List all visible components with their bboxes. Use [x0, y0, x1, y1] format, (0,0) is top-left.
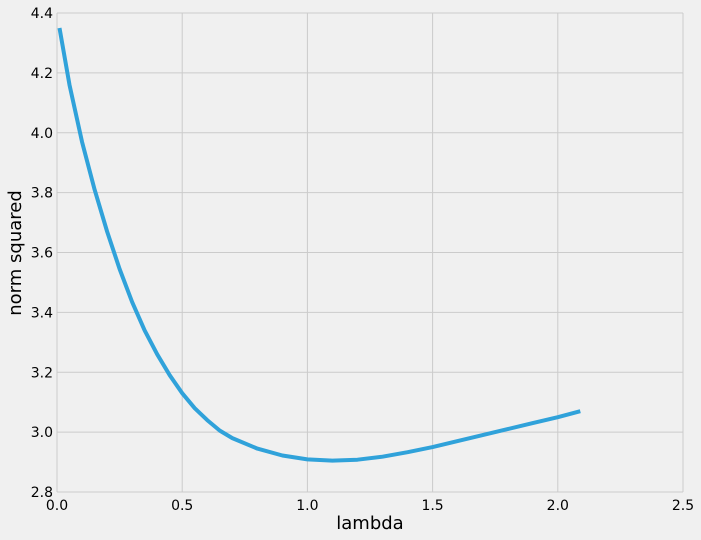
- y-axis-label: norm squared: [5, 190, 26, 316]
- y-tick-label: 3.8: [31, 186, 53, 202]
- x-tick-label: 0.0: [46, 498, 68, 514]
- grid-lines: [56, 12, 684, 493]
- y-tick-label: 3.4: [31, 305, 53, 321]
- x-tick-label: 0.5: [171, 498, 193, 514]
- x-tick-label: 1.0: [296, 498, 318, 514]
- tick-labels: 0.0 0.5 1.0 1.5 2.0 2.5 2.8 3.0 3.2 3.4 3.6 3.8 4.0 4…: [31, 6, 694, 514]
- y-tick-label: 4.4: [31, 6, 53, 22]
- y-tick-label: 4.2: [31, 66, 53, 82]
- y-tick-label: 4.0: [31, 126, 53, 142]
- y-tick-label: 3.2: [31, 365, 53, 381]
- y-tick-label: 3.6: [31, 246, 53, 262]
- x-tick-label: 1.5: [421, 498, 443, 514]
- series-lines: [57, 27, 581, 463]
- y-tick-label: 3.0: [31, 425, 53, 441]
- y-tick-label: 2.8: [31, 485, 53, 501]
- series-line-0: [57, 27, 581, 463]
- x-tick-label: 2.5: [672, 498, 694, 514]
- x-tick-label: 2.0: [547, 498, 569, 514]
- x-axis-label: lambda: [336, 513, 403, 534]
